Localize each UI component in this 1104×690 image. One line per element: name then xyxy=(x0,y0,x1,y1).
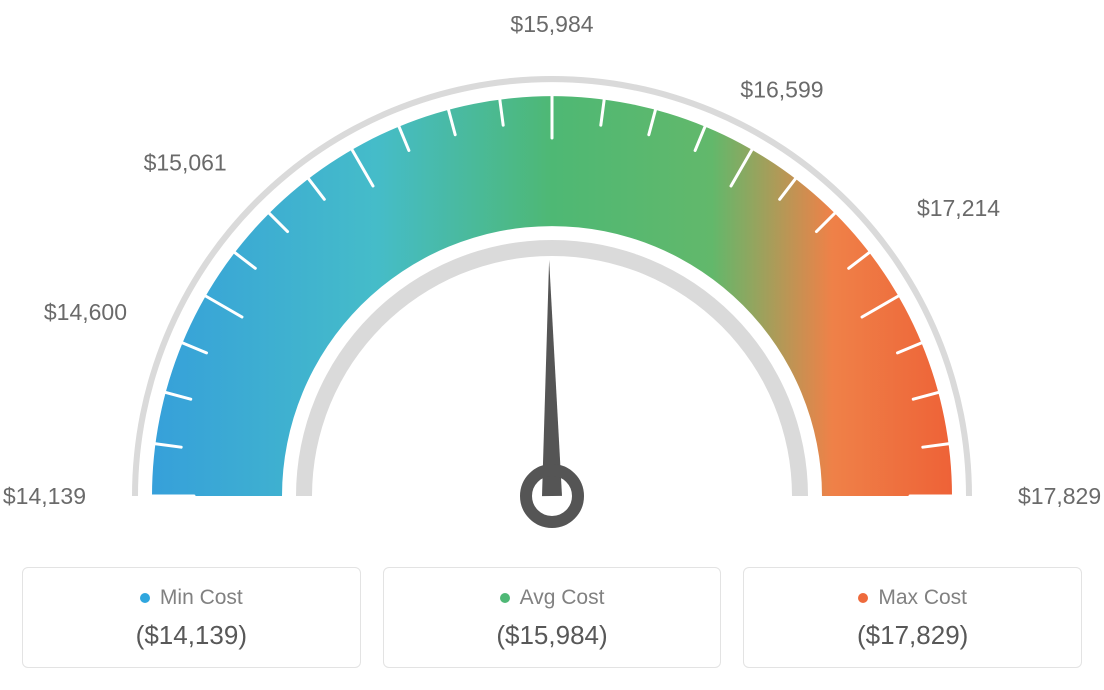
dot-icon xyxy=(500,593,510,603)
summary-cards: Min Cost ($14,139) Avg Cost ($15,984) Ma… xyxy=(0,567,1104,668)
min-cost-value: ($14,139) xyxy=(41,620,342,651)
min-cost-label: Min Cost xyxy=(160,586,243,610)
gauge-needle xyxy=(542,260,562,496)
avg-cost-label: Avg Cost xyxy=(520,586,605,610)
max-cost-card: Max Cost ($17,829) xyxy=(743,567,1082,668)
avg-cost-card: Avg Cost ($15,984) xyxy=(383,567,722,668)
gauge-tick-label: $15,984 xyxy=(510,16,593,37)
gauge-tick-label: $17,829 xyxy=(1018,483,1101,509)
dot-icon xyxy=(858,593,868,603)
min-cost-card: Min Cost ($14,139) xyxy=(22,567,361,668)
gauge-tick-label: $15,061 xyxy=(144,150,227,176)
avg-cost-value: ($15,984) xyxy=(402,620,703,651)
gauge-tick-label: $17,214 xyxy=(917,195,1000,221)
cost-gauge: $14,139 $14,600 $15,061 $15,984 $16,599 $17,2… xyxy=(0,16,1104,556)
gauge-tick-label: $14,600 xyxy=(44,299,127,325)
dot-icon xyxy=(140,593,150,603)
max-cost-label: Max Cost xyxy=(878,586,967,610)
gauge-tick-label: $16,599 xyxy=(740,77,823,103)
max-cost-value: ($17,829) xyxy=(762,620,1063,651)
gauge-tick-label: $14,139 xyxy=(3,483,86,509)
